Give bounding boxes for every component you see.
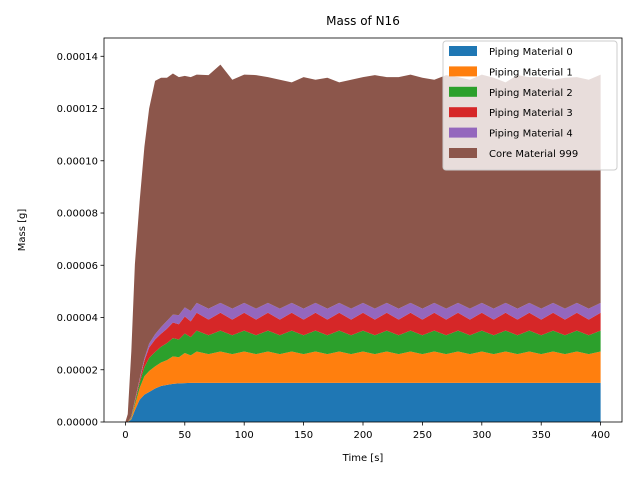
legend-swatch-1 — [449, 66, 477, 77]
x-tick-label: 150 — [294, 430, 313, 441]
legend-swatch-0 — [449, 46, 477, 56]
y-tick-label: 0.00004 — [57, 313, 98, 324]
legend-swatch-2 — [449, 86, 477, 97]
y-tick-label: 0.00010 — [57, 156, 98, 167]
x-axis-label: Time [s] — [342, 453, 384, 464]
area-series-3 — [125, 312, 601, 422]
y-tick-label: 0.00008 — [57, 209, 98, 220]
x-tick-label: 200 — [353, 430, 372, 441]
legend-label-1: Piping Material 1 — [489, 67, 573, 78]
legend-label-5: Core Material 999 — [489, 149, 578, 160]
y-tick-label: 0.00012 — [57, 104, 98, 115]
x-tick-label: 100 — [235, 430, 254, 441]
y-tick-label: 0.00014 — [57, 52, 98, 63]
legend-swatch-5 — [449, 148, 477, 158]
legend-label-0: Piping Material 0 — [489, 47, 573, 58]
legend-label-4: Piping Material 4 — [489, 129, 573, 140]
legend: Piping Material 0 Piping Material 1 Piping… — [442, 40, 618, 171]
legend-frame — [442, 40, 618, 171]
x-tick-label: 0 — [122, 430, 128, 441]
y-tick-label: 0.00006 — [57, 261, 98, 272]
area-series-0 — [125, 382, 601, 422]
area-series-4 — [125, 302, 601, 422]
x-tick-label: 400 — [591, 430, 610, 441]
legend-swatch-4 — [449, 127, 477, 138]
legend-label-2: Piping Material 2 — [489, 88, 573, 99]
area-series-1 — [125, 351, 601, 422]
x-tick-label: 350 — [532, 430, 551, 441]
x-axis: 0 50 100 150 200 250 300 350 400 — [122, 422, 610, 441]
legend-label-3: Piping Material 3 — [489, 108, 573, 119]
chart-title: Mass of N16 — [326, 14, 400, 28]
area-series-2 — [125, 330, 601, 422]
x-tick-label: 250 — [413, 430, 432, 441]
y-axis: 0.00000 0.00002 0.00004 0.00006 0.00008 0.000… — [57, 52, 104, 429]
y-tick-label: 0.00002 — [57, 365, 98, 376]
y-axis-label: Mass [g] — [17, 209, 28, 252]
x-tick-label: 50 — [178, 430, 191, 441]
x-tick-label: 300 — [472, 430, 491, 441]
legend-swatch-3 — [449, 107, 477, 118]
y-tick-label: 0.00000 — [57, 418, 98, 429]
